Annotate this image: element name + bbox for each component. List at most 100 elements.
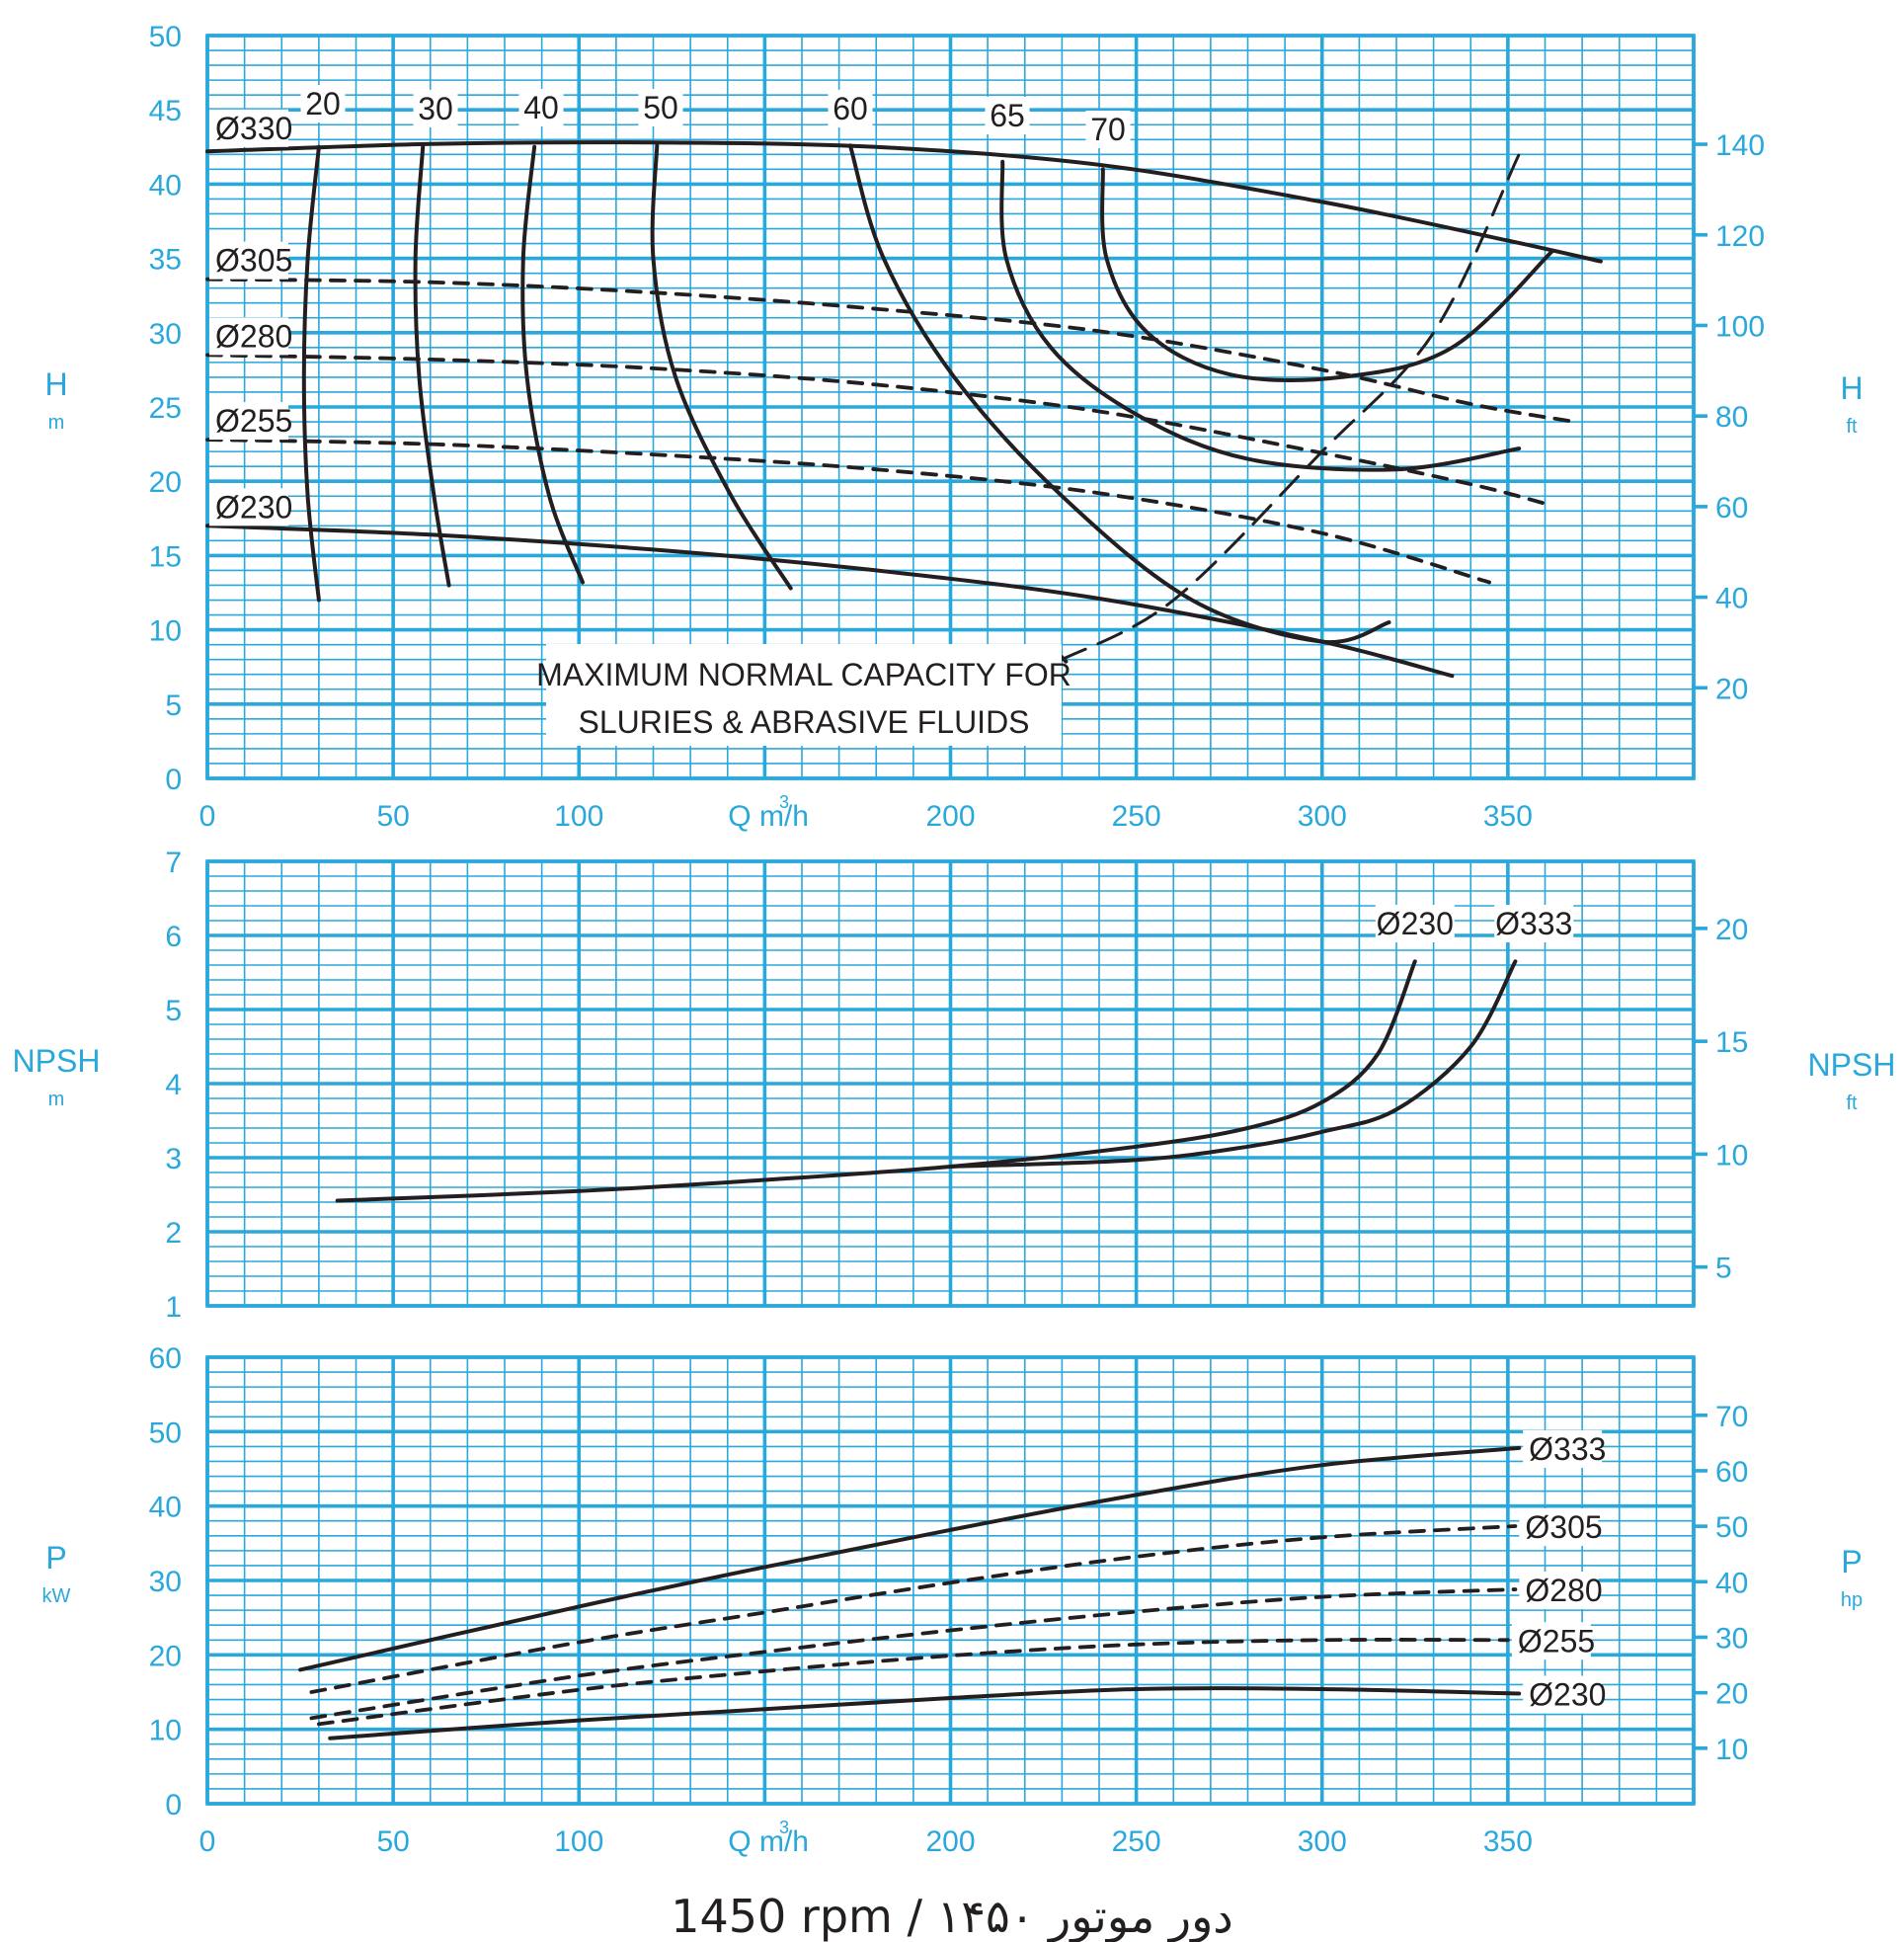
x-tick-label: 0: [199, 1825, 216, 1858]
series-label-d255: Ø255: [215, 403, 292, 439]
efficiency-curve-70: [1100, 167, 1554, 382]
series-curve-d230: [205, 524, 1455, 679]
series-label-d230-bg: [209, 488, 288, 526]
x-tick-label: 250: [1112, 800, 1161, 833]
x-tick-label: 250: [1112, 1825, 1161, 1858]
y2-tick-label: 20: [1715, 673, 1748, 705]
y2-axis-title: NPSH: [1808, 1047, 1896, 1083]
y-tick-label: 6: [165, 921, 182, 953]
y-tick-label: 60: [149, 1342, 182, 1375]
series-label-d333: Ø333: [1529, 1431, 1606, 1467]
efficiency-label-65-bg: [985, 97, 1030, 134]
series-curve-d333: [948, 959, 1518, 1169]
series-label-d305-bg: [1519, 1508, 1599, 1547]
efficiency-label-60-bg: [828, 90, 873, 127]
annotation-line-1: MAXIMUM NORMAL CAPACITY FOR: [536, 657, 1071, 692]
series-label-d330: Ø330: [215, 111, 292, 146]
curve-labels: Ø330 Ø305 Ø280 Ø255 Ø230 20 30 40 50 60 65 70 MAXIMU…: [209, 85, 1131, 746]
y2-tick-label: 5: [1715, 1253, 1732, 1285]
efficiency-curve-40: [520, 144, 585, 585]
y-tick-label: 0: [165, 764, 182, 796]
y-axis-unit: kW: [42, 1585, 71, 1607]
x-tick-label: 0: [199, 800, 216, 833]
series-curve-d230: [328, 1686, 1522, 1740]
y-axis-title: P: [45, 1540, 66, 1576]
x-tick-label: 350: [1483, 1825, 1533, 1858]
efficiency-label-30: 30: [418, 91, 453, 126]
y-tick-label: 40: [149, 169, 182, 202]
y-axis-unit: m: [48, 1089, 65, 1110]
series-curve-d305: [205, 277, 1577, 424]
y2-tick-label: 30: [1715, 1622, 1748, 1655]
series-label-d333: Ø333: [1495, 906, 1572, 941]
y-tick-label: 7: [165, 847, 182, 879]
y-tick-label: 40: [149, 1492, 182, 1524]
y-tick-label: 4: [165, 1069, 182, 1101]
y-tick-label: 50: [149, 21, 182, 53]
head-panel: 0 5 10 15 20 25 30 35 40 45 50 20 40 60 80 100 120 140 0 50…: [44, 21, 1863, 833]
series-label-d230: Ø230: [1377, 906, 1454, 941]
series-label-d255-bg: [209, 402, 288, 441]
y-tick-label: 1: [165, 1291, 182, 1324]
efficiency-label-70: 70: [1090, 112, 1126, 147]
y-tick-label: 0: [165, 1789, 182, 1821]
y-tick-label: 15: [149, 540, 182, 573]
efficiency-curve-65: [999, 159, 1522, 472]
y-tick-label: 35: [149, 244, 182, 277]
x-tick-label: 50: [376, 1825, 409, 1858]
plot-frame: [205, 34, 1696, 780]
x-axis-label: Q m/h3: [728, 792, 809, 833]
y2-tick-label: 140: [1715, 129, 1765, 162]
series-curve-d305: [309, 1524, 1518, 1694]
y2-axis-unit: ft: [1846, 1092, 1858, 1114]
efficiency-curve-60: [847, 143, 1391, 645]
x-tick-label: 200: [925, 800, 975, 833]
y2-axis-title: H: [1840, 370, 1863, 406]
series-curve-d280: [309, 1587, 1518, 1721]
series-curve-d230: [335, 959, 1417, 1203]
series-label-d280-bg: [1519, 1572, 1599, 1610]
x-tick-label: 350: [1483, 800, 1533, 833]
series-curve-d255: [317, 1638, 1510, 1727]
y2-tick-label: 15: [1715, 1026, 1748, 1059]
efficiency-label-65: 65: [990, 98, 1025, 133]
y2-axis-title: P: [1841, 1544, 1862, 1579]
y-tick-label: 10: [149, 1715, 182, 1747]
efficiency-label-70-bg: [1085, 111, 1131, 148]
series-curve-d255: [205, 438, 1491, 585]
efficiency-label-60: 60: [833, 91, 868, 126]
series-label-d230: Ø230: [215, 489, 292, 525]
efficiency-curve-30: [413, 144, 451, 588]
annotation-leader: [1060, 655, 1069, 664]
power-panel: 0 10 20 30 40 50 60 10 20 30 40 50 60 70 0 50 100 200 250 3…: [42, 1342, 1864, 1858]
efficiency-label-20: 20: [305, 86, 341, 121]
series-curves: [298, 1445, 1522, 1740]
x-axis-label-superscript: 3: [779, 1818, 789, 1837]
y-tick-label: 30: [149, 1566, 182, 1598]
series-label-d333-bg: [1523, 1429, 1603, 1468]
efficiency-label-40-bg: [518, 89, 564, 126]
series-curve-d333: [298, 1445, 1522, 1672]
series-label-d280: Ø280: [215, 318, 292, 354]
series-label-d330-bg: [209, 109, 288, 147]
series-curve-d330: [205, 140, 1603, 264]
series-label-d280: Ø280: [1525, 1573, 1602, 1608]
x-tick-label: 50: [376, 800, 409, 833]
grid: [205, 1355, 1696, 1806]
y2-tick-label: 60: [1715, 1456, 1748, 1489]
y-axis-title: H: [44, 366, 67, 402]
y2-tick-label: 120: [1715, 220, 1765, 253]
series-label-d230-bg: [1523, 1675, 1603, 1714]
y2-tick-label: 40: [1715, 583, 1748, 615]
capacity-annotation: MAXIMUM NORMAL CAPACITY FOR SLURIES & ABR…: [536, 644, 1071, 746]
series-curve-d280: [205, 353, 1547, 506]
y2-axis-unit: hp: [1841, 1589, 1863, 1611]
x-tick-label: 100: [554, 800, 603, 833]
efficiency-curve-20: [301, 144, 321, 603]
y2-tick-label: 20: [1715, 1678, 1748, 1711]
x-tick-label: 300: [1298, 800, 1347, 833]
y-tick-label: 20: [149, 466, 182, 499]
series-label-d255: Ø255: [1518, 1623, 1595, 1659]
y-tick-label: 50: [149, 1416, 182, 1449]
x-tick-label: 100: [554, 1825, 603, 1858]
